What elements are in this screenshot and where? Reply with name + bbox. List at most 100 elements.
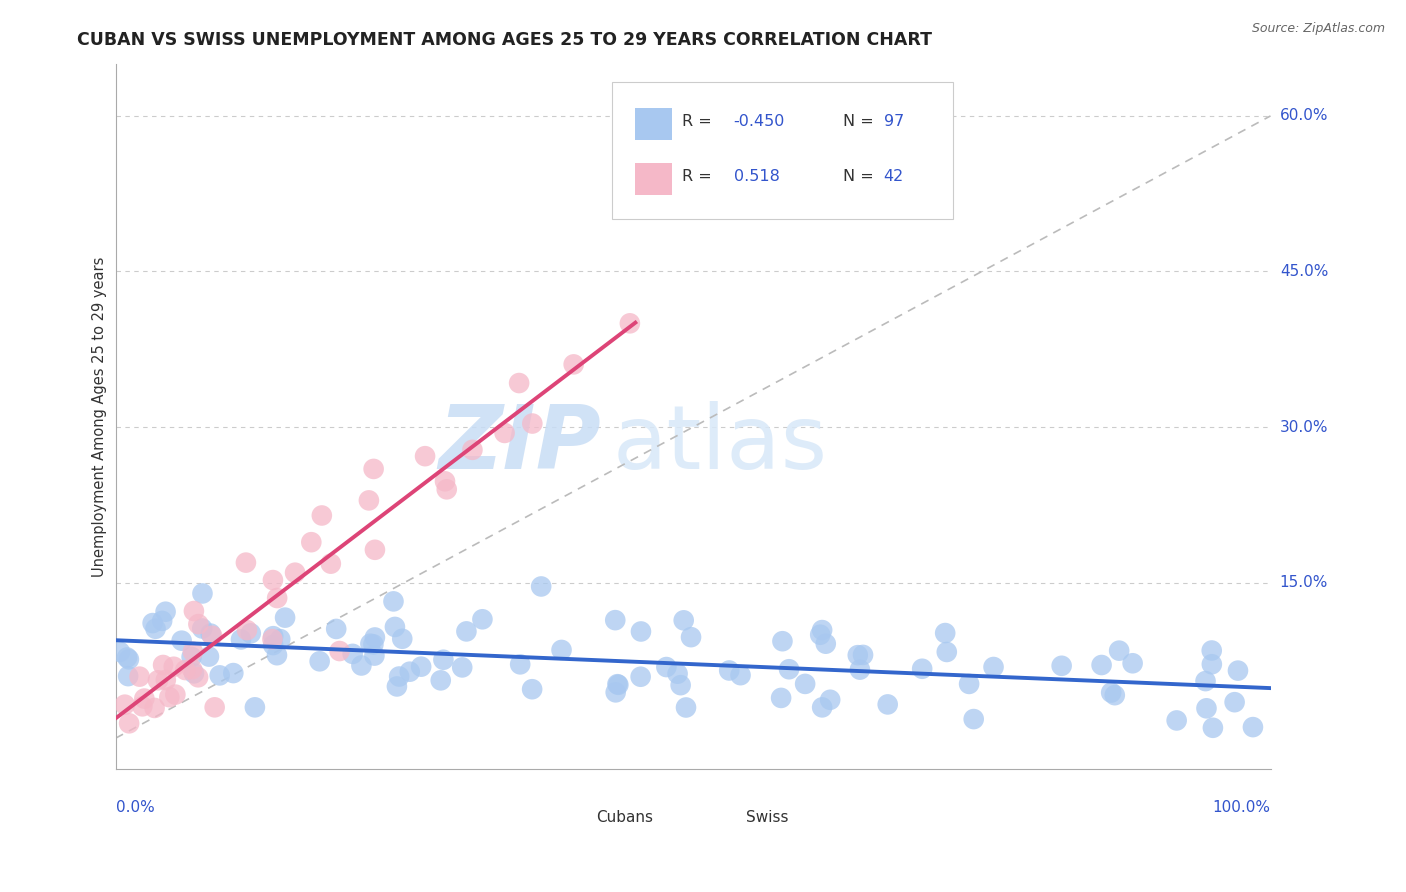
Point	[630, 624, 652, 639]
Point	[170, 633, 193, 648]
Point	[451, 660, 474, 674]
Point	[957, 677, 980, 691]
Point	[191, 622, 214, 636]
Point	[183, 604, 205, 618]
Point	[411, 659, 433, 673]
Point	[363, 648, 385, 663]
Point	[142, 616, 165, 631]
Point	[364, 542, 387, 557]
Point	[963, 712, 986, 726]
Text: ZIP: ZIP	[437, 401, 600, 489]
Point	[456, 624, 478, 639]
Point	[222, 666, 245, 681]
Point	[145, 622, 167, 636]
Point	[1241, 720, 1264, 734]
Point	[983, 660, 1005, 674]
Point	[118, 652, 141, 666]
Text: 0.518: 0.518	[734, 169, 779, 185]
Point	[200, 626, 222, 640]
Point	[181, 645, 204, 659]
Point	[1104, 688, 1126, 702]
Point	[934, 626, 956, 640]
Text: Source: ZipAtlas.com: Source: ZipAtlas.com	[1251, 22, 1385, 36]
Point	[150, 614, 173, 628]
Point	[471, 612, 494, 626]
Point	[849, 663, 872, 677]
Point	[118, 716, 141, 731]
Point	[274, 610, 297, 624]
Point	[730, 668, 752, 682]
Point	[262, 632, 284, 646]
Text: 100.0%: 100.0%	[1212, 800, 1271, 815]
Text: 15.0%: 15.0%	[1279, 575, 1329, 591]
Point	[605, 685, 627, 699]
Point	[266, 591, 288, 605]
Point	[382, 594, 405, 608]
Point	[432, 653, 454, 667]
Point	[1108, 643, 1130, 657]
Point	[818, 693, 841, 707]
Point	[152, 658, 174, 673]
Point	[772, 634, 794, 648]
Point	[434, 475, 457, 489]
Point	[262, 638, 284, 652]
Point	[391, 632, 413, 646]
Point	[262, 573, 284, 587]
Point	[619, 316, 641, 330]
Point	[530, 579, 553, 593]
FancyBboxPatch shape	[636, 163, 672, 194]
Point	[329, 644, 352, 658]
Text: 97: 97	[883, 114, 904, 129]
Point	[1122, 657, 1144, 671]
Point	[180, 649, 202, 664]
Point	[1223, 695, 1246, 709]
Point	[108, 645, 131, 659]
Point	[342, 647, 364, 661]
Point	[187, 617, 209, 632]
Text: R =: R =	[682, 114, 717, 129]
Point	[811, 700, 834, 714]
Point	[114, 698, 136, 712]
Point	[269, 632, 291, 647]
Point	[284, 566, 307, 580]
Point	[191, 586, 214, 600]
Point	[364, 631, 387, 645]
Point	[359, 637, 381, 651]
FancyBboxPatch shape	[636, 108, 672, 139]
Point	[262, 629, 284, 643]
Point	[204, 700, 226, 714]
Point	[911, 662, 934, 676]
Point	[198, 649, 221, 664]
Point	[413, 449, 436, 463]
Point	[157, 690, 180, 705]
Point	[852, 648, 875, 662]
Point	[666, 666, 689, 681]
Point	[494, 425, 516, 440]
Point	[243, 700, 266, 714]
Point	[1090, 658, 1112, 673]
Y-axis label: Unemployment Among Ages 25 to 29 years: Unemployment Among Ages 25 to 29 years	[93, 257, 107, 577]
Point	[436, 483, 458, 497]
Point	[165, 688, 187, 702]
Point	[117, 669, 139, 683]
Point	[846, 648, 869, 662]
Point	[235, 556, 257, 570]
Point	[357, 493, 380, 508]
Text: Cubans: Cubans	[596, 810, 652, 825]
Point	[672, 613, 695, 627]
Point	[363, 637, 385, 651]
Point	[363, 462, 385, 476]
FancyBboxPatch shape	[560, 806, 589, 830]
Text: 60.0%: 60.0%	[1279, 109, 1329, 123]
Point	[181, 662, 204, 676]
Point	[562, 358, 585, 372]
Text: N =: N =	[844, 169, 879, 185]
Point	[155, 605, 177, 619]
Point	[131, 699, 153, 714]
Point	[187, 670, 209, 684]
Point	[208, 668, 231, 682]
Point	[229, 632, 252, 647]
Point	[770, 690, 793, 705]
Point	[655, 660, 678, 674]
Point	[308, 654, 330, 668]
